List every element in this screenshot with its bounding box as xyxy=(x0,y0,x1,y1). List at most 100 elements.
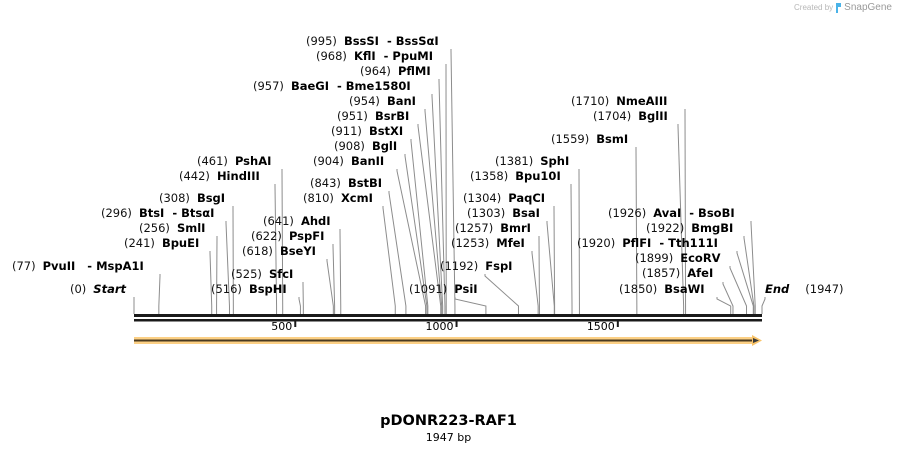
site-position: (1704) xyxy=(593,109,632,123)
enzyme-site-label[interactable]: (296) BtsI - BtsαI xyxy=(101,206,214,220)
enzyme-site-label[interactable]: (1091) PsiI xyxy=(409,282,478,296)
enzyme-site-label[interactable]: (1381) SphI xyxy=(495,154,569,168)
enzyme-name: PsiI xyxy=(454,282,478,296)
site-position: (1257) xyxy=(455,221,494,235)
leader-line xyxy=(209,251,213,314)
site-position: (1947) xyxy=(805,282,844,296)
enzyme-site-label[interactable]: (241) BpuEI xyxy=(124,236,199,250)
site-position: (1850) xyxy=(619,282,658,296)
leader-line xyxy=(326,259,334,314)
leader-line xyxy=(684,109,687,314)
leader-line xyxy=(431,94,444,314)
enzyme-site-label[interactable]: (461) PshAI xyxy=(197,154,271,168)
enzyme-site-label[interactable]: (641) AhdI xyxy=(263,214,331,228)
enzyme-site-label[interactable]: (1850) BsaWI xyxy=(619,282,705,296)
enzyme-site-label[interactable]: (911) BstXI xyxy=(331,124,403,138)
enzyme-site-label[interactable]: (1559) BsmI xyxy=(551,132,628,146)
enzyme-site-label[interactable]: (1358) Bpu10I xyxy=(470,169,561,183)
leader-line xyxy=(677,124,685,314)
site-position: (618) xyxy=(242,244,273,258)
site-position: (1381) xyxy=(495,154,534,168)
leader-line xyxy=(716,297,732,314)
enzyme-site-label[interactable]: (904) BanII xyxy=(313,154,384,168)
enzyme-name: BmgBI xyxy=(691,221,734,235)
enzyme-site-label[interactable]: (308) BsgI xyxy=(159,191,225,205)
enzyme-name: PaqCI xyxy=(508,191,546,205)
leader-lines xyxy=(133,49,766,314)
enzyme-site-label[interactable]: (1304) PaqCI xyxy=(463,191,545,205)
site-position: (1192) xyxy=(440,259,479,273)
site-position: (957) xyxy=(253,79,284,93)
site-position: (911) xyxy=(331,124,362,138)
scale-tick-label: 1500 xyxy=(586,320,615,333)
site-position: (951) xyxy=(337,109,368,123)
enzyme-site-label[interactable]: (516) BspHI xyxy=(211,282,287,296)
enzyme-site-label[interactable]: (1704) BglII xyxy=(593,109,668,123)
leader-line xyxy=(274,184,278,314)
enzyme-name: BanI xyxy=(386,94,416,108)
site-position: (1304) xyxy=(463,191,502,205)
enzyme-name: KflI - PpuMI xyxy=(353,49,434,63)
site-position: (641) xyxy=(263,214,294,228)
enzyme-site-label[interactable]: (908) BglI xyxy=(334,139,397,153)
leader-line xyxy=(438,79,446,314)
leader-line xyxy=(158,274,161,314)
site-position: (1091) xyxy=(409,282,448,296)
enzyme-site-label[interactable]: (0) Start xyxy=(70,282,126,296)
enzyme-name: BstBI xyxy=(347,176,383,190)
enzyme-site-label[interactable]: (525) SfcI xyxy=(231,267,293,281)
enzyme-site-label[interactable]: (442) HindIII xyxy=(179,169,260,183)
enzyme-name: BstXI xyxy=(368,124,404,138)
site-position: (1922) xyxy=(646,221,685,235)
enzyme-site-label[interactable]: (1920) PflFI - Tth111I xyxy=(577,236,718,250)
enzyme-name: AhdI xyxy=(300,214,331,228)
enzyme-name: BtsI - BtsαI xyxy=(138,206,215,220)
enzyme-name: PflMI xyxy=(397,64,431,78)
leader-line xyxy=(424,109,443,314)
enzyme-site-label[interactable]: (1303) BsaI xyxy=(467,206,540,220)
credit-brand: SnapGene xyxy=(844,2,892,13)
leader-line xyxy=(298,297,301,314)
site-position: (516) xyxy=(211,282,242,296)
enzyme-site-label[interactable]: (622) PspFI xyxy=(251,229,324,243)
scale-tick xyxy=(294,321,297,327)
site-position: (525) xyxy=(231,267,262,281)
enzyme-site-label[interactable]: (995) BssSI - BssSαI xyxy=(306,34,439,48)
plasmid-length: 1947 bp xyxy=(425,431,472,444)
enzyme-site-label[interactable]: (957) BaeGI - Bme1580I xyxy=(253,79,411,93)
enzyme-name: FspI xyxy=(485,259,513,273)
leader-line xyxy=(553,206,556,314)
enzyme-site-label[interactable]: (968) KflI - PpuMI xyxy=(316,49,433,63)
enzyme-site-label[interactable]: (1253) MfeI xyxy=(451,236,525,250)
enzyme-site-label[interactable]: (810) XcmI xyxy=(303,191,373,205)
enzyme-site-label[interactable]: (1857) AfeI xyxy=(642,266,713,280)
site-position: (622) xyxy=(251,229,282,243)
enzyme-site-label[interactable]: (964) PflMI xyxy=(360,64,431,78)
site-position: (77) xyxy=(12,259,36,273)
plasmid-title: pDONR223-RAF1 xyxy=(380,413,517,429)
enzyme-site-label[interactable]: (843) BstBI xyxy=(310,176,382,190)
enzyme-site-label[interactable]: (256) SmlI xyxy=(139,221,205,235)
enzyme-site-label[interactable]: (954) BanI xyxy=(349,94,416,108)
enzyme-site-label[interactable]: (77) PvuII - MspA1I xyxy=(12,259,144,273)
enzyme-site-label[interactable]: (1710) NmeAIII xyxy=(571,94,667,108)
enzyme-site-label[interactable]: (1192) FspI xyxy=(440,259,512,273)
site-position: (241) xyxy=(124,236,155,250)
enzyme-site-label[interactable]: (951) BsrBI xyxy=(337,109,409,123)
enzyme-site-label[interactable]: (618) BseYI xyxy=(242,244,316,258)
enzyme-site-label[interactable]: (1926) AvaI - BsoBI xyxy=(608,206,735,220)
leader-line xyxy=(531,251,539,314)
enzyme-site-label[interactable]: (1899) EcoRV xyxy=(635,251,721,265)
leader-line xyxy=(339,229,342,314)
enzyme-name: BmrI xyxy=(500,221,531,235)
leader-line xyxy=(404,154,428,314)
enzyme-site-label[interactable]: End (1947) xyxy=(765,282,844,296)
enzyme-site-label[interactable]: (1257) BmrI xyxy=(455,221,531,235)
enzyme-name: BsrBI xyxy=(374,109,410,123)
leader-line xyxy=(722,282,734,314)
leader-line xyxy=(225,221,230,314)
enzyme-site-label[interactable]: (1922) BmgBI xyxy=(646,221,733,235)
site-position: (1920) xyxy=(577,236,616,250)
site-position: (1899) xyxy=(635,251,674,265)
